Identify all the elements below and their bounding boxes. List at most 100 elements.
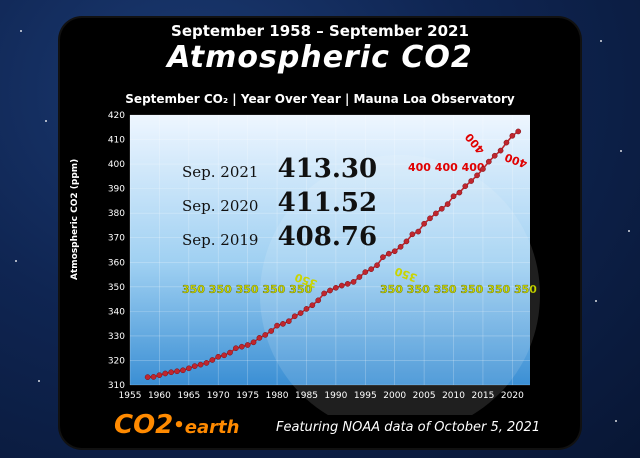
data-point bbox=[180, 367, 186, 374]
data-point bbox=[368, 266, 375, 272]
data-point bbox=[356, 274, 363, 280]
data-point bbox=[285, 318, 292, 325]
x-tick-label: 2020 bbox=[501, 391, 524, 401]
y-tick-label: 380 bbox=[108, 209, 125, 219]
data-point bbox=[191, 363, 198, 369]
data-point bbox=[362, 269, 369, 275]
data-point bbox=[397, 243, 404, 250]
data-point bbox=[344, 281, 351, 287]
annotation-2020: Sep. 2020 411.52 bbox=[182, 188, 377, 218]
data-point bbox=[162, 370, 169, 377]
data-point bbox=[250, 339, 257, 346]
x-tick-label: 2015 bbox=[471, 391, 494, 401]
y-tick-label: 340 bbox=[108, 307, 125, 317]
data-point bbox=[291, 313, 298, 320]
data-point bbox=[491, 152, 498, 159]
data-point bbox=[338, 282, 345, 289]
x-tick-label: 1975 bbox=[236, 391, 259, 401]
data-point bbox=[209, 357, 216, 363]
data-point bbox=[503, 139, 510, 146]
data-point bbox=[374, 262, 380, 269]
y-tick-label: 330 bbox=[108, 332, 125, 342]
data-point bbox=[333, 284, 339, 291]
y-tick-label: 320 bbox=[108, 356, 125, 366]
x-tick-label: 1960 bbox=[148, 391, 171, 401]
axis-ticks: 1955 1960 1965 1970 1975 1980 1985 1990 1995 2000… bbox=[108, 111, 524, 401]
data-point bbox=[380, 254, 386, 260]
data-point bbox=[280, 321, 286, 327]
data-point bbox=[144, 374, 151, 380]
data-point bbox=[233, 345, 239, 352]
data-point bbox=[174, 368, 180, 375]
data-point bbox=[474, 172, 480, 179]
threshold-350-left: 350 350 350 350 350 bbox=[182, 283, 312, 296]
data-point bbox=[515, 128, 522, 135]
x-tick-label: 1985 bbox=[295, 391, 318, 401]
threshold-400-middle: 400 400 400 bbox=[408, 161, 485, 174]
page-title: Atmospheric CO2 bbox=[167, 40, 473, 75]
x-tick-label: 1995 bbox=[354, 391, 377, 401]
data-point bbox=[168, 369, 175, 376]
grid bbox=[129, 114, 530, 386]
annotation-2021: Sep. 2021 413.30 bbox=[182, 154, 377, 184]
data-point bbox=[274, 322, 280, 329]
data-point bbox=[315, 297, 322, 304]
subtitle: September CO₂ | Year Over Year | Mauna L… bbox=[125, 92, 515, 106]
logo-co2: CO2 bbox=[114, 410, 174, 440]
x-tick-label: 1970 bbox=[207, 391, 230, 401]
data-point bbox=[444, 201, 451, 207]
y-axis-label: Atmospheric CO2 (ppm) bbox=[70, 158, 80, 280]
y-tick-label: 310 bbox=[108, 381, 125, 391]
threshold-labels: 350 350 350 350 350 350 350 350 350 350 … bbox=[182, 130, 538, 296]
x-tick-label: 1980 bbox=[266, 391, 289, 401]
annotation-2020-label: Sep. 2020 bbox=[182, 197, 259, 215]
data-point bbox=[327, 287, 333, 294]
date-range: September 1958 – September 2021 bbox=[171, 22, 469, 40]
data-point bbox=[303, 306, 310, 312]
data-point bbox=[403, 238, 410, 245]
data-point bbox=[156, 372, 163, 379]
globe-watermark bbox=[260, 155, 540, 415]
annotation-2020-value: 411.52 bbox=[277, 188, 378, 218]
data-point bbox=[262, 332, 269, 338]
y-tick-label: 410 bbox=[108, 136, 125, 146]
data-point bbox=[468, 178, 475, 184]
threshold-350-right: 350 350 350 350 350 350 bbox=[380, 283, 537, 296]
data-point bbox=[350, 279, 357, 285]
data-point bbox=[197, 361, 204, 368]
data-point bbox=[268, 328, 275, 334]
data-point bbox=[215, 353, 222, 360]
data-point bbox=[321, 290, 327, 297]
x-tick-label: 2010 bbox=[442, 391, 465, 401]
data-point bbox=[497, 147, 504, 154]
data-point bbox=[238, 343, 245, 350]
annotation-2019-label: Sep. 2019 bbox=[182, 231, 259, 249]
data-point bbox=[256, 335, 263, 341]
data-points bbox=[144, 128, 522, 380]
data-point bbox=[297, 310, 304, 316]
y-tick-label: 360 bbox=[108, 258, 125, 268]
data-point bbox=[456, 189, 463, 196]
x-tick-label: 1955 bbox=[119, 391, 142, 401]
footer-credit: Featuring NOAA data of October 5, 2021 bbox=[276, 420, 541, 435]
y-tick-label: 420 bbox=[108, 111, 125, 121]
x-tick-label: 2005 bbox=[413, 391, 436, 401]
plot-area bbox=[130, 115, 530, 385]
y-tick-label: 390 bbox=[108, 185, 125, 195]
data-point bbox=[409, 231, 416, 238]
x-tick-label: 1990 bbox=[324, 391, 347, 401]
y-tick-label: 370 bbox=[108, 234, 125, 244]
data-point bbox=[203, 360, 210, 366]
data-point bbox=[509, 132, 516, 139]
data-point bbox=[415, 228, 422, 235]
annotation-2019: Sep. 2019 408.76 bbox=[182, 222, 377, 252]
data-point bbox=[309, 302, 316, 309]
data-point bbox=[433, 210, 439, 217]
co2-earth-logo: CO2•earth bbox=[114, 410, 239, 440]
data-point bbox=[450, 193, 457, 200]
annotation-2021-label: Sep. 2021 bbox=[182, 163, 259, 181]
data-point bbox=[227, 349, 233, 356]
y-tick-label: 400 bbox=[108, 160, 125, 170]
y-tick-label: 350 bbox=[108, 283, 125, 293]
logo-earth: earth bbox=[184, 417, 240, 438]
